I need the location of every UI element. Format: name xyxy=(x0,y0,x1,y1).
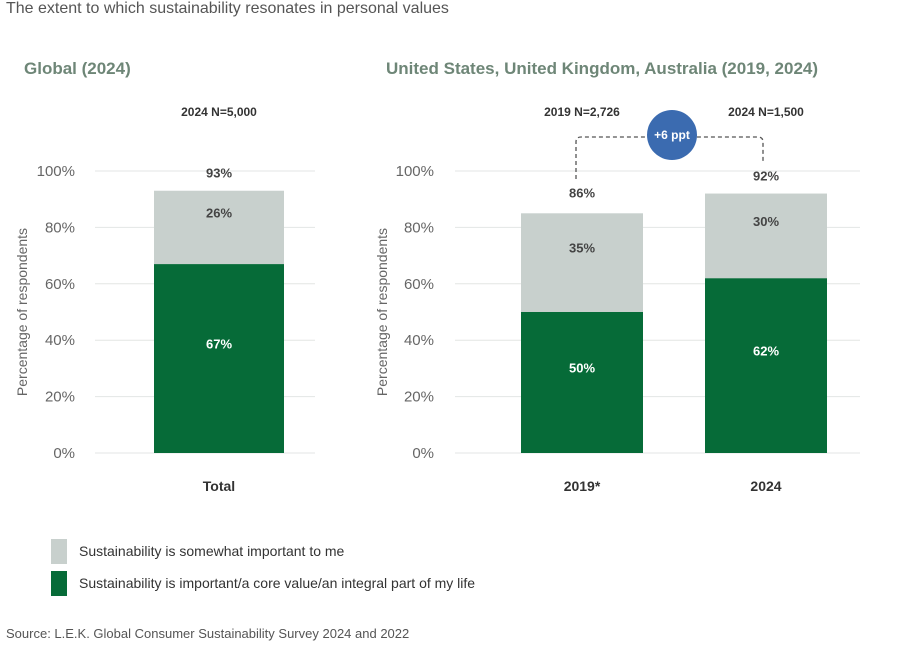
bar-segment-somewhat xyxy=(521,213,643,312)
y-tick-label: 60% xyxy=(45,276,75,293)
y-axis-label: Percentage of respondents xyxy=(14,228,30,396)
y-tick-label: 40% xyxy=(45,332,75,349)
legend-swatch-somewhat xyxy=(51,539,67,564)
y-tick-label: 0% xyxy=(412,445,434,462)
bar-segment-core xyxy=(705,278,827,453)
x-category-label: 2024 xyxy=(750,478,781,494)
panel-title: United States, United Kingdom, Australia… xyxy=(386,59,818,78)
y-tick-label: 0% xyxy=(53,445,75,462)
legend-label-somewhat: Sustainability is somewhat important to … xyxy=(79,543,345,559)
sample-size-label: 2024 N=5,000 xyxy=(181,105,257,119)
panel-title: Global (2024) xyxy=(24,59,131,78)
y-tick-label: 80% xyxy=(404,219,434,236)
total-label: 92% xyxy=(753,169,779,184)
data-label-somewhat: 30% xyxy=(753,214,779,229)
bar-segment-somewhat xyxy=(154,190,284,265)
total-label: 93% xyxy=(206,166,232,181)
change-badge xyxy=(647,110,697,160)
data-label-somewhat: 26% xyxy=(206,205,232,220)
y-tick-label: 80% xyxy=(45,219,75,236)
y-tick-label: 100% xyxy=(37,163,75,180)
bar-segment-somewhat xyxy=(705,193,827,279)
sample-size-label: 2024 N=1,500 xyxy=(728,105,804,119)
y-axis-label: Percentage of respondents xyxy=(374,228,390,396)
change-badge-label: +6 ppt xyxy=(654,128,690,142)
bar-segment-core xyxy=(521,312,643,453)
data-label-core: 62% xyxy=(753,344,779,359)
y-tick-label: 40% xyxy=(404,332,434,349)
bar-segment-core xyxy=(154,264,284,453)
sample-size-label: 2019 N=2,726 xyxy=(544,105,620,119)
data-label-core: 67% xyxy=(206,337,232,352)
y-tick-label: 100% xyxy=(396,163,434,180)
x-category-label: Total xyxy=(203,478,235,494)
source-note: Source: L.E.K. Global Consumer Sustainab… xyxy=(6,626,410,641)
y-tick-label: 20% xyxy=(404,389,434,406)
legend-swatch-core xyxy=(51,571,67,596)
x-category-label: 2019* xyxy=(564,478,601,494)
page-title: The extent to which sustainability reson… xyxy=(6,0,449,17)
total-label: 86% xyxy=(569,185,595,200)
legend-label-core: Sustainability is important/a core value… xyxy=(79,575,475,591)
y-tick-label: 20% xyxy=(45,389,75,406)
data-label-core: 50% xyxy=(569,361,595,376)
data-label-somewhat: 35% xyxy=(569,241,595,256)
y-tick-label: 60% xyxy=(404,276,434,293)
